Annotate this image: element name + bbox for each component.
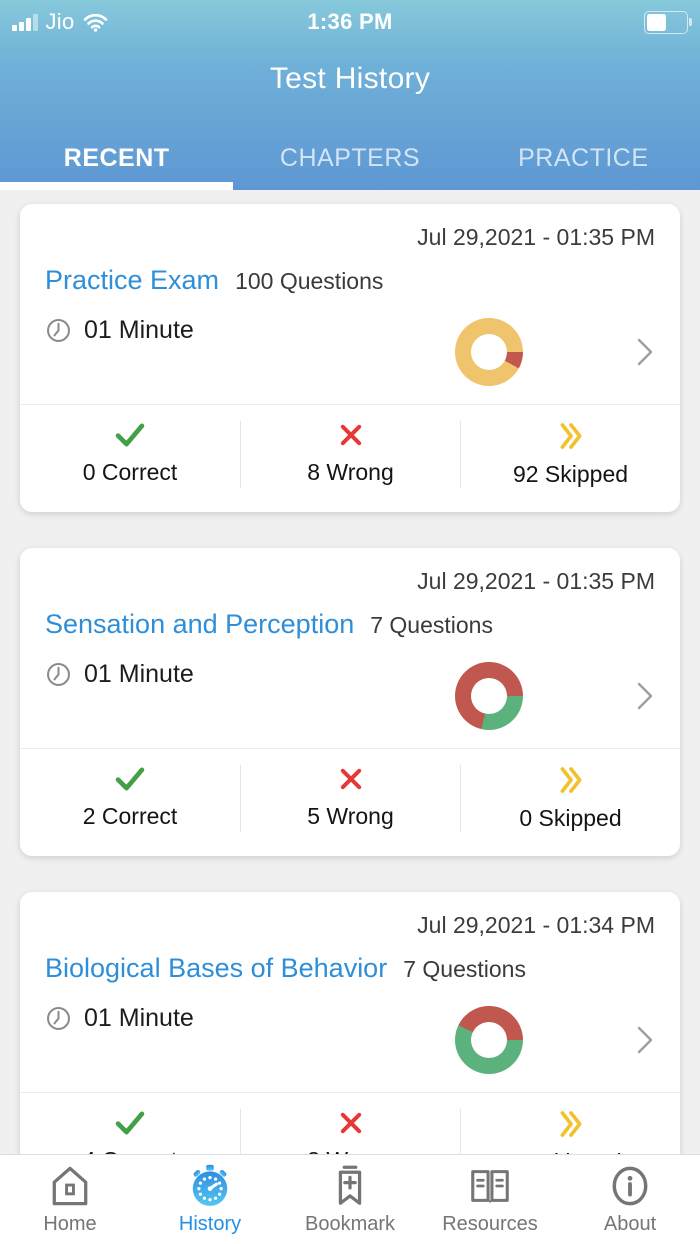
question-count: 7 Questions [370, 612, 493, 638]
result-donut-chart [455, 318, 523, 386]
cross-icon [340, 1112, 361, 1134]
test-history-list: Jul 29,2021 - 01:35 PM Practice Exam 100… [0, 190, 700, 1244]
test-history-card[interactable]: Jul 29,2021 - 01:35 PM Sensation and Per… [20, 548, 680, 856]
status-bar: Jio 1:36 PM [0, 0, 700, 44]
nav-home[interactable]: Home [0, 1155, 140, 1244]
tab-chapters[interactable]: CHAPTERS [279, 143, 421, 172]
clock-icon [47, 663, 70, 686]
correct-stat: 2 Correct [20, 765, 240, 832]
duration-label: 01 Minute [84, 1004, 194, 1032]
wifi-icon [83, 13, 107, 32]
info-icon [612, 1166, 648, 1206]
skipped-label: 92 Skipped [512, 461, 629, 487]
active-tab-indicator [0, 182, 234, 190]
correct-stat: 0 Correct [20, 421, 240, 488]
clock-icon [47, 319, 70, 342]
nav-about-label: About [603, 1213, 657, 1235]
test-date: Jul 29,2021 - 01:34 PM [417, 912, 655, 938]
correct-label: 0 Correct [82, 459, 178, 485]
duration-label: 01 Minute [84, 660, 194, 688]
chevron-right-icon[interactable] [635, 680, 655, 712]
skipped-stat: 0 Skipped [460, 765, 680, 832]
nav-about[interactable]: About [560, 1155, 700, 1244]
test-title-link[interactable]: Biological Bases of Behavior [45, 953, 388, 983]
wrong-stat: 8 Wrong [240, 421, 460, 488]
stopwatch-icon [192, 1164, 228, 1206]
nav-history[interactable]: History [140, 1155, 280, 1244]
wrong-label: 8 Wrong [307, 459, 394, 485]
check-icon [115, 423, 145, 447]
cell-signal-icon [12, 13, 38, 31]
test-title-link[interactable]: Sensation and Perception [45, 609, 355, 639]
header: Jio 1:36 PM Test History RECENT CHAPTERS… [0, 0, 700, 190]
carrier-label: Jio [45, 9, 75, 34]
wrong-stat: 5 Wrong [240, 765, 460, 832]
test-title-link[interactable]: Practice Exam [45, 265, 220, 295]
check-icon [115, 1111, 145, 1135]
result-donut-chart [455, 1006, 523, 1074]
wrong-label: 5 Wrong [307, 803, 394, 829]
result-donut-chart [455, 662, 523, 730]
nav-bookmark-label: Bookmark [304, 1213, 396, 1235]
chevron-right-icon[interactable] [635, 1024, 655, 1056]
bottom-nav: Home [0, 1154, 700, 1244]
open-book-icon [471, 1170, 509, 1204]
stats-row: 0 Correct 8 Wrong 92 Skipped [20, 404, 680, 512]
nav-resources-label: Resources [442, 1213, 538, 1235]
stats-row: 2 Correct 5 Wrong 0 Skipped [20, 748, 680, 856]
chevron-right-icon[interactable] [635, 336, 655, 368]
test-history-card[interactable]: Jul 29,2021 - 01:34 PM Biological Bases … [20, 892, 680, 1200]
cross-icon [340, 424, 361, 446]
tab-recent[interactable]: RECENT [63, 143, 170, 172]
nav-bookmark[interactable]: Bookmark [280, 1155, 420, 1244]
battery-icon [644, 10, 692, 34]
status-time: 1:36 PM [307, 9, 393, 34]
tab-practice[interactable]: PRACTICE [518, 143, 649, 172]
test-date: Jul 29,2021 - 01:35 PM [417, 568, 655, 594]
double-chevron-icon [560, 1111, 581, 1137]
nav-home-label: Home [43, 1213, 97, 1235]
test-history-card[interactable]: Jul 29,2021 - 01:35 PM Practice Exam 100… [20, 204, 680, 512]
correct-label: 2 Correct [82, 803, 178, 829]
clock-icon [47, 1007, 70, 1030]
question-count: 7 Questions [403, 956, 526, 982]
page-title: Test History [269, 62, 431, 95]
duration-label: 01 Minute [84, 316, 194, 344]
double-chevron-icon [560, 767, 581, 793]
bookmark-plus-icon [338, 1165, 362, 1205]
double-chevron-icon [560, 423, 581, 449]
test-date: Jul 29,2021 - 01:35 PM [417, 224, 655, 250]
nav-resources[interactable]: Resources [420, 1155, 560, 1244]
nav-history-label: History [178, 1213, 242, 1235]
home-icon [52, 1166, 88, 1206]
skipped-label: 0 Skipped [519, 805, 622, 831]
check-icon [115, 767, 145, 791]
question-count: 100 Questions [235, 268, 384, 294]
tab-bar: RECENT CHAPTERS PRACTICE [0, 126, 700, 190]
skipped-stat: 92 Skipped [460, 421, 680, 488]
cross-icon [340, 768, 361, 790]
